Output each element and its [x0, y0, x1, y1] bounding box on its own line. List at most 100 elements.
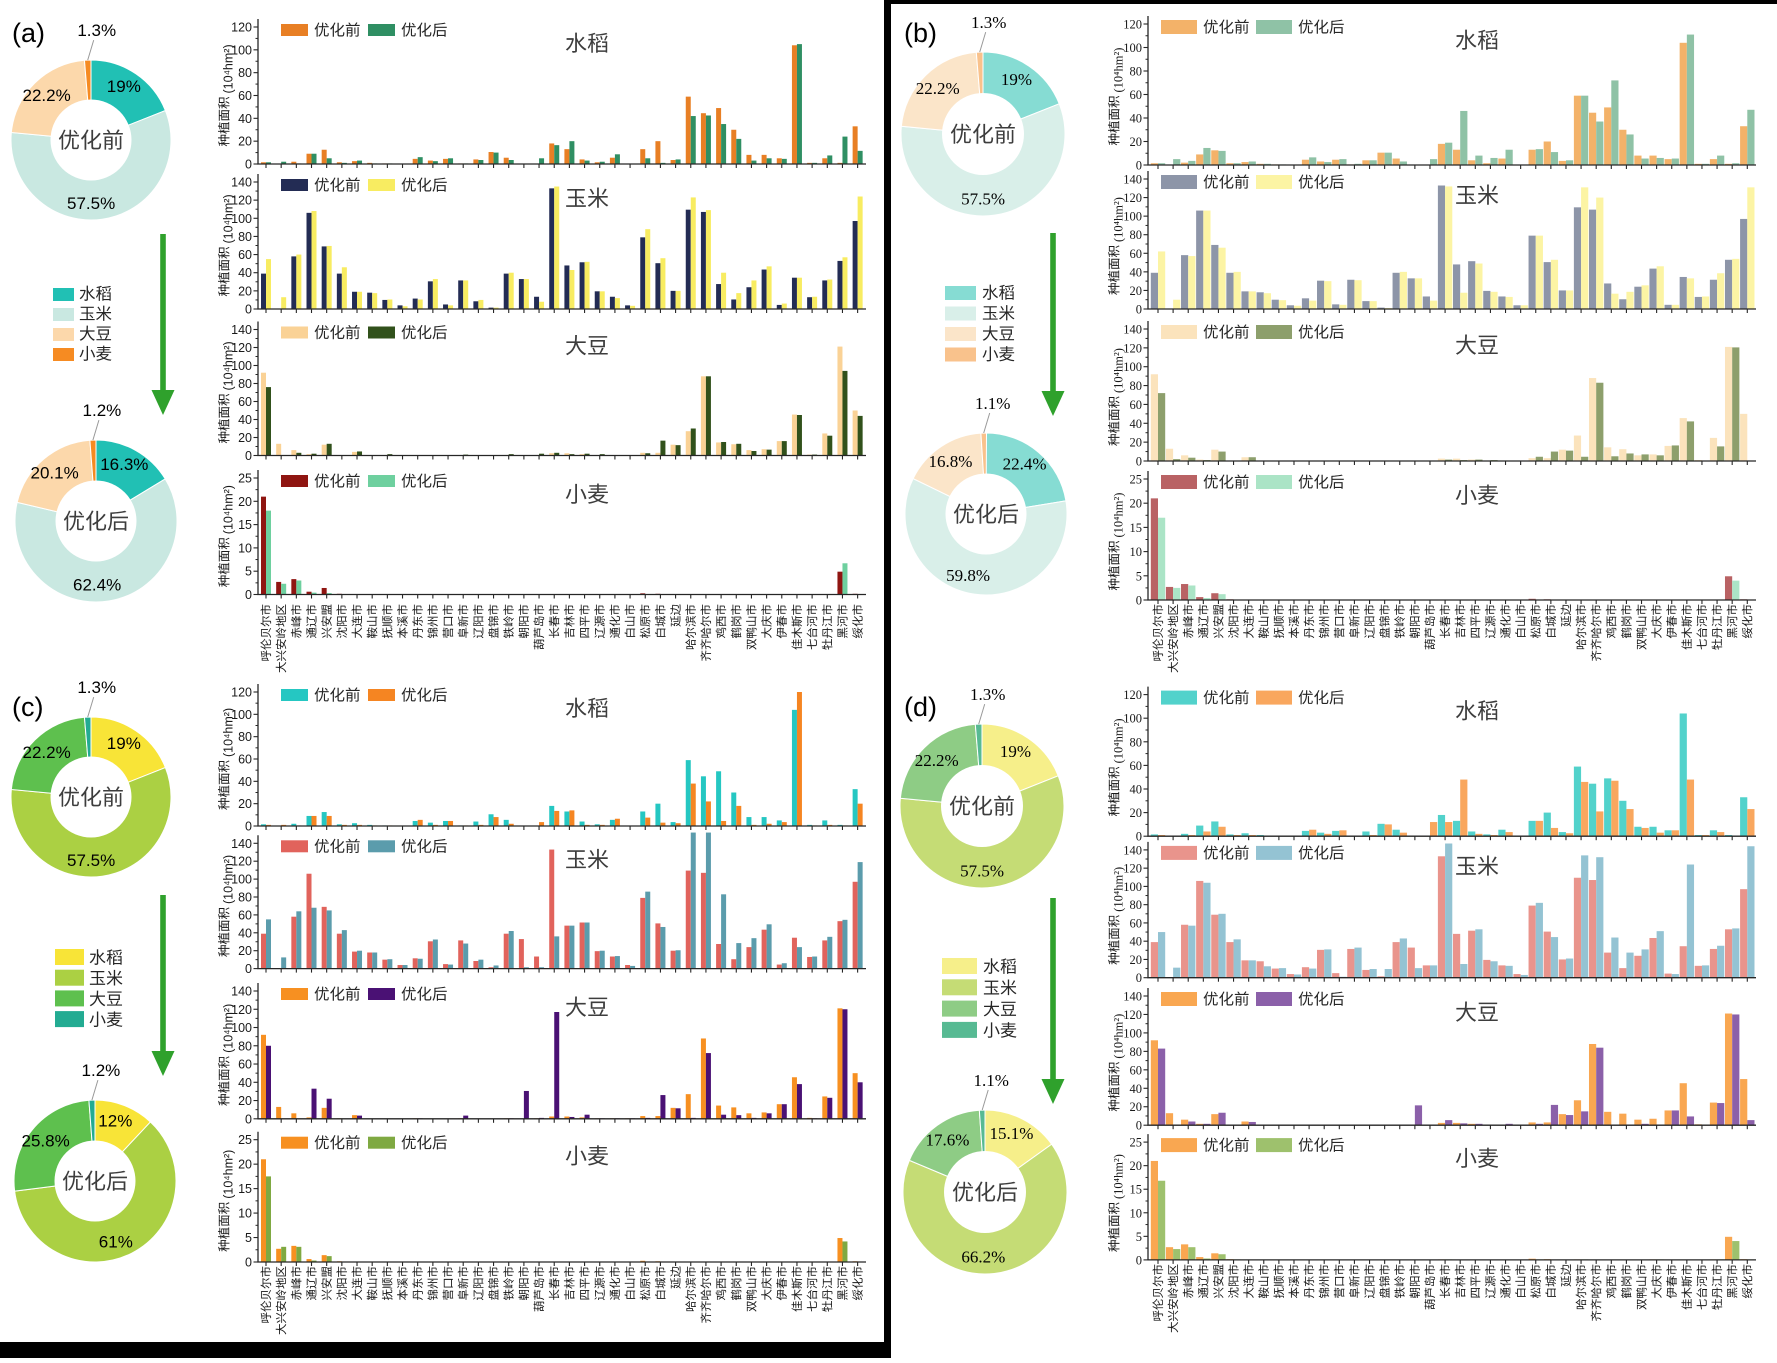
svg-text:12%: 12% — [98, 1112, 132, 1131]
svg-text:0: 0 — [1136, 971, 1142, 985]
svg-text:10: 10 — [1130, 1206, 1143, 1220]
svg-text:40: 40 — [238, 413, 252, 427]
svg-text:1.3%: 1.3% — [77, 678, 116, 697]
svg-text:80: 80 — [1130, 1045, 1143, 1059]
svg-text:40: 40 — [238, 775, 252, 789]
svg-text:140: 140 — [231, 837, 252, 851]
svg-text:20: 20 — [1130, 497, 1143, 511]
svg-text:60: 60 — [1130, 916, 1143, 930]
svg-text:22.4%: 22.4% — [1003, 454, 1047, 473]
svg-text:0: 0 — [1136, 830, 1142, 844]
svg-text:20.1%: 20.1% — [30, 464, 78, 483]
svg-text:19%: 19% — [107, 734, 141, 753]
svg-text:22.2%: 22.2% — [915, 751, 959, 770]
svg-text:57.5%: 57.5% — [67, 194, 115, 213]
svg-text:100: 100 — [1123, 712, 1142, 726]
svg-text:(10⁴hm²): (10⁴hm²) — [222, 485, 236, 534]
svg-text:80: 80 — [238, 1039, 252, 1053]
svg-text:1.2%: 1.2% — [82, 1061, 121, 1080]
svg-text:15: 15 — [238, 518, 252, 532]
svg-text:40: 40 — [238, 926, 252, 940]
svg-text:(10⁴hm²): (10⁴hm²) — [222, 1150, 236, 1199]
svg-text:(10⁴hm²): (10⁴hm²) — [222, 341, 236, 390]
svg-text:17.6%: 17.6% — [925, 1131, 969, 1150]
svg-text:60: 60 — [1130, 398, 1143, 412]
svg-text:20: 20 — [1130, 806, 1143, 820]
svg-text:0: 0 — [245, 588, 252, 602]
svg-text:0: 0 — [245, 303, 252, 317]
svg-text:19%: 19% — [1001, 70, 1032, 89]
svg-text:25.8%: 25.8% — [21, 1132, 69, 1151]
svg-text:20: 20 — [238, 135, 252, 149]
svg-text:40: 40 — [238, 112, 252, 126]
svg-text:25: 25 — [1130, 473, 1143, 487]
svg-text:0: 0 — [1136, 594, 1142, 608]
svg-text:10: 10 — [238, 541, 252, 555]
svg-text:20: 20 — [238, 1094, 252, 1108]
svg-text:80: 80 — [238, 230, 252, 244]
svg-text:120: 120 — [1123, 1008, 1142, 1022]
svg-text:120: 120 — [1123, 862, 1142, 876]
svg-text:60: 60 — [238, 395, 252, 409]
svg-text:140: 140 — [231, 985, 252, 999]
svg-text:40: 40 — [1130, 935, 1143, 949]
svg-text:(10⁴hm²): (10⁴hm²) — [1112, 867, 1126, 912]
svg-text:(10⁴hm²): (10⁴hm²) — [1112, 718, 1126, 763]
svg-text:40: 40 — [238, 1076, 252, 1090]
svg-text:25: 25 — [1130, 1136, 1143, 1150]
svg-text:1.1%: 1.1% — [973, 1071, 1008, 1090]
svg-text:61%: 61% — [99, 1232, 133, 1251]
svg-text:5: 5 — [245, 565, 252, 579]
svg-text:120: 120 — [231, 21, 252, 35]
svg-text:(a): (a) — [12, 18, 45, 48]
svg-text:60: 60 — [238, 1058, 252, 1072]
svg-text:60: 60 — [238, 753, 252, 767]
svg-text:1.3%: 1.3% — [77, 21, 116, 40]
svg-text:20: 20 — [238, 944, 252, 958]
svg-text:140: 140 — [1123, 323, 1142, 337]
svg-text:60: 60 — [1130, 247, 1143, 261]
svg-text:140: 140 — [231, 176, 252, 190]
svg-text:(10⁴hm²): (10⁴hm²) — [222, 855, 236, 904]
svg-text:1.1%: 1.1% — [975, 394, 1010, 413]
svg-text:0: 0 — [1136, 1119, 1142, 1133]
svg-text:(10⁴hm²): (10⁴hm²) — [222, 1004, 236, 1053]
svg-text:(10⁴hm²): (10⁴hm²) — [1112, 493, 1126, 538]
svg-text:5: 5 — [1136, 1230, 1142, 1244]
svg-text:5: 5 — [245, 1231, 252, 1245]
svg-text:20: 20 — [1130, 436, 1143, 450]
svg-text:(10⁴hm²): (10⁴hm²) — [1112, 348, 1126, 393]
svg-text:(10⁴hm²): (10⁴hm²) — [222, 194, 236, 243]
svg-text:140: 140 — [1123, 843, 1142, 857]
svg-text:57.5%: 57.5% — [960, 862, 1004, 881]
svg-text:20: 20 — [238, 284, 252, 298]
svg-text:80: 80 — [238, 377, 252, 391]
svg-text:(10⁴hm²): (10⁴hm²) — [222, 708, 236, 757]
svg-text:57.5%: 57.5% — [961, 190, 1005, 209]
svg-text:0: 0 — [245, 1256, 252, 1270]
svg-text:120: 120 — [1123, 191, 1142, 205]
svg-text:20: 20 — [238, 495, 252, 509]
svg-text:10: 10 — [1130, 545, 1143, 559]
svg-text:80: 80 — [238, 730, 252, 744]
svg-text:120: 120 — [1123, 688, 1142, 702]
svg-text:0: 0 — [1136, 159, 1142, 173]
svg-text:(d): (d) — [904, 692, 937, 722]
svg-text:120: 120 — [1123, 341, 1142, 355]
svg-text:40: 40 — [1130, 112, 1143, 126]
svg-text:0: 0 — [1136, 303, 1142, 317]
svg-text:(10⁴hm²): (10⁴hm²) — [1112, 197, 1126, 242]
svg-text:80: 80 — [1130, 735, 1143, 749]
svg-text:19%: 19% — [107, 77, 141, 96]
svg-text:(10⁴hm²): (10⁴hm²) — [1112, 1154, 1126, 1199]
svg-text:100: 100 — [1123, 880, 1142, 894]
svg-text:80: 80 — [238, 891, 252, 905]
svg-text:5: 5 — [1136, 569, 1142, 583]
svg-text:0: 0 — [1136, 1253, 1142, 1267]
svg-text:60: 60 — [1130, 759, 1143, 773]
svg-text:20: 20 — [1130, 953, 1143, 967]
svg-text:40: 40 — [238, 266, 252, 280]
svg-text:100: 100 — [1123, 210, 1142, 224]
svg-text:0: 0 — [245, 962, 252, 976]
svg-text:20: 20 — [238, 431, 252, 445]
